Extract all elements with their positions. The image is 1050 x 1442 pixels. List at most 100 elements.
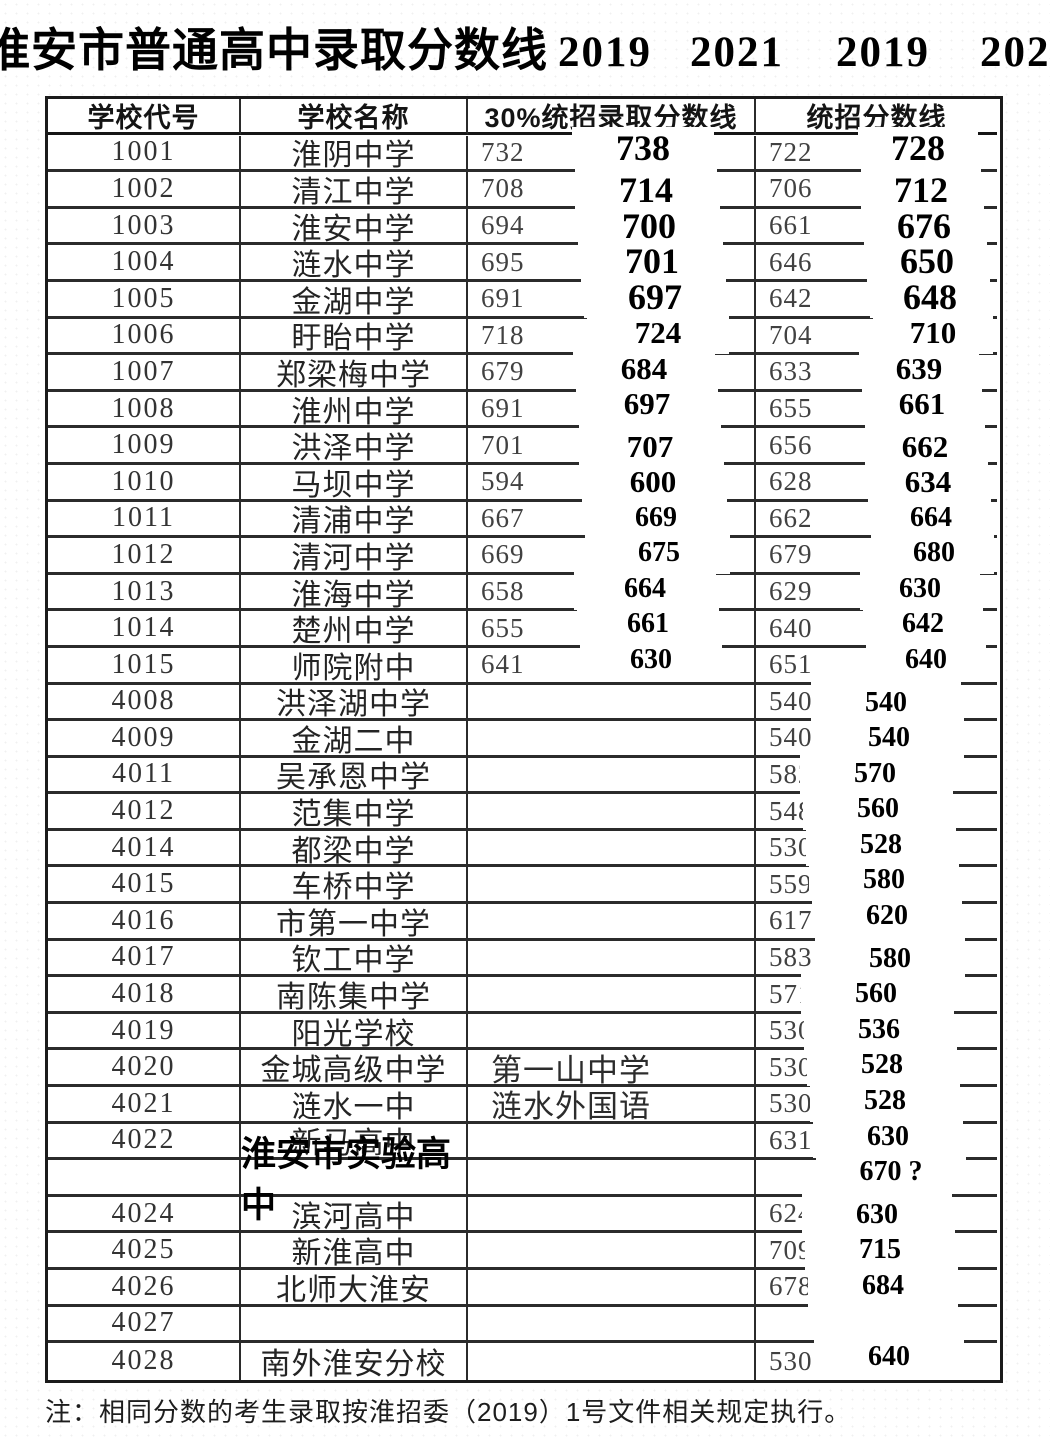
unified-score-2019: 642 <box>769 283 813 314</box>
unified-score-2019: 640 <box>769 612 813 643</box>
school-code-cell: 4014 <box>48 830 241 868</box>
pct30-score-2019: 658 <box>481 576 525 607</box>
school-code: 4027 <box>111 1307 176 1339</box>
school-code: 4012 <box>111 795 176 827</box>
pct30-score-2019: 669 <box>481 539 525 570</box>
school-code: 1011 <box>112 502 175 534</box>
school-code-cell: 1009 <box>48 428 241 465</box>
school-code-cell: 4021 <box>48 1087 241 1124</box>
school-code: 1012 <box>111 538 176 570</box>
unified-score-2019: 583 <box>769 941 813 972</box>
unified-score-2019: 617 <box>769 905 813 936</box>
school-code-cell: 1006 <box>48 318 241 356</box>
unified-score-cell: 530 640 <box>756 1336 997 1380</box>
pct30-score-2019: 667 <box>481 502 525 533</box>
school-code-cell: 1008 <box>48 391 241 429</box>
title-year-3: 2019 <box>836 29 930 76</box>
unified-score-cell: 583 580 <box>756 937 997 980</box>
unified-score-2019: 704 <box>769 319 813 350</box>
unified-score-2019: 706 <box>769 173 813 204</box>
school-code-cell: 4018 <box>48 977 241 1014</box>
school-code: 4018 <box>111 978 176 1010</box>
school-code: 1015 <box>111 648 176 680</box>
school-code-cell: 4008 <box>48 684 241 722</box>
pct30-score-cell <box>468 940 756 978</box>
school-code-cell: 4028 <box>48 1343 241 1380</box>
school-code: 1013 <box>111 575 176 607</box>
pct30-score-2019: 594 <box>481 466 525 497</box>
pct30-score-2021: 738 <box>572 126 714 169</box>
unified-score-2019: 530 <box>769 1051 813 1082</box>
school-code: 1009 <box>111 429 176 461</box>
title-year-2: 2021 <box>690 29 784 76</box>
unified-score-cell: 670 ? <box>756 1151 997 1197</box>
unified-score-2019: 530 <box>769 1088 813 1119</box>
pct30-score-cell <box>468 1270 756 1307</box>
pct30-score-2019: 641 <box>481 649 525 680</box>
school-code-cell: 1014 <box>48 611 241 648</box>
pct30-score-cell <box>468 1160 756 1197</box>
pct30-score-2019: 691 <box>481 283 525 314</box>
pct30-score-2019: 732 <box>481 136 525 167</box>
school-code: 4028 <box>111 1345 176 1377</box>
scores-table: 学校代号 学校名称 30%统招录取分数线 统招分数线 1001 淮阴中学 732 73… <box>45 96 1003 1383</box>
school-name-cell: 南外淮安分校 <box>241 1343 468 1381</box>
pct30-score-2019: 695 <box>481 246 525 277</box>
unified-score-2019: 631 <box>769 1124 813 1155</box>
school-name-cell <box>241 1306 468 1344</box>
pct30-score-cell <box>468 1233 756 1270</box>
unified-score-cell: 656 662 <box>756 425 997 468</box>
pct30-score-cell <box>468 757 756 795</box>
school-code-cell: 4009 <box>48 721 241 758</box>
school-code-cell: 1004 <box>48 245 241 282</box>
unified-score-2021: 620 <box>812 895 962 938</box>
pct30-score-cell: 涟水外国语 <box>468 1087 756 1124</box>
school-code-cell: 4025 <box>48 1233 241 1270</box>
school-code: 4024 <box>111 1197 176 1229</box>
unified-score-2019: 722 <box>769 136 813 167</box>
school-code: 1002 <box>111 172 176 204</box>
pct30-score-2019: 694 <box>481 210 525 241</box>
pct30-score-cell: 691 697 <box>468 382 756 429</box>
unified-score-2019: 679 <box>769 539 813 570</box>
unified-score-2019: 662 <box>769 502 813 533</box>
school-code-cell: 1010 <box>48 464 241 502</box>
unified-score-cell: 651 640 <box>756 638 997 685</box>
school-code-cell: 4022 <box>48 1123 241 1161</box>
school-code: 1005 <box>111 282 176 314</box>
school-code: 1006 <box>111 319 176 351</box>
school-code: 1004 <box>111 246 176 278</box>
unified-score-cell: 722 728 <box>756 126 997 173</box>
school-code-cell: 1015 <box>48 647 241 685</box>
title-year-4: 2021 <box>980 29 1050 76</box>
unified-score-cell: 678 684 <box>756 1265 997 1307</box>
pct30-score-2019: 701 <box>481 429 525 460</box>
school-code-cell: 1005 <box>48 281 241 319</box>
unified-score-2019: 661 <box>769 210 813 241</box>
school-code: 4022 <box>111 1124 176 1156</box>
pct30-score-cell <box>468 794 756 831</box>
unified-score-2019: 629 <box>769 576 813 607</box>
school-code: 4017 <box>111 941 176 973</box>
school-code-cell: 4020 <box>48 1050 241 1088</box>
school-code-cell: 4017 <box>48 940 241 978</box>
school-code-cell: 4019 <box>48 1013 241 1051</box>
school-code-cell: 1007 <box>48 355 241 392</box>
unified-score-2019: 656 <box>769 429 813 460</box>
unified-score-2019: 559 <box>769 868 813 899</box>
school-code: 4020 <box>111 1051 176 1083</box>
unified-score-cell: 624 630 <box>756 1193 997 1236</box>
pct30-score-cell: 641 630 <box>468 638 756 685</box>
unified-score-2019: 540 <box>769 685 813 716</box>
school-code: 4015 <box>111 868 176 900</box>
pct30-score-cell <box>468 1343 756 1380</box>
pct30-score-cell <box>468 721 756 758</box>
alt-school-name: 涟水外国语 <box>491 1089 651 1125</box>
pct30-score-cell <box>468 904 756 941</box>
school-code: 4019 <box>111 1014 176 1046</box>
school-code-cell: 1002 <box>48 172 241 209</box>
school-name: 南外淮安分校 <box>260 1348 447 1382</box>
school-code-cell: 1011 <box>48 501 241 539</box>
school-code: 4014 <box>111 831 176 863</box>
